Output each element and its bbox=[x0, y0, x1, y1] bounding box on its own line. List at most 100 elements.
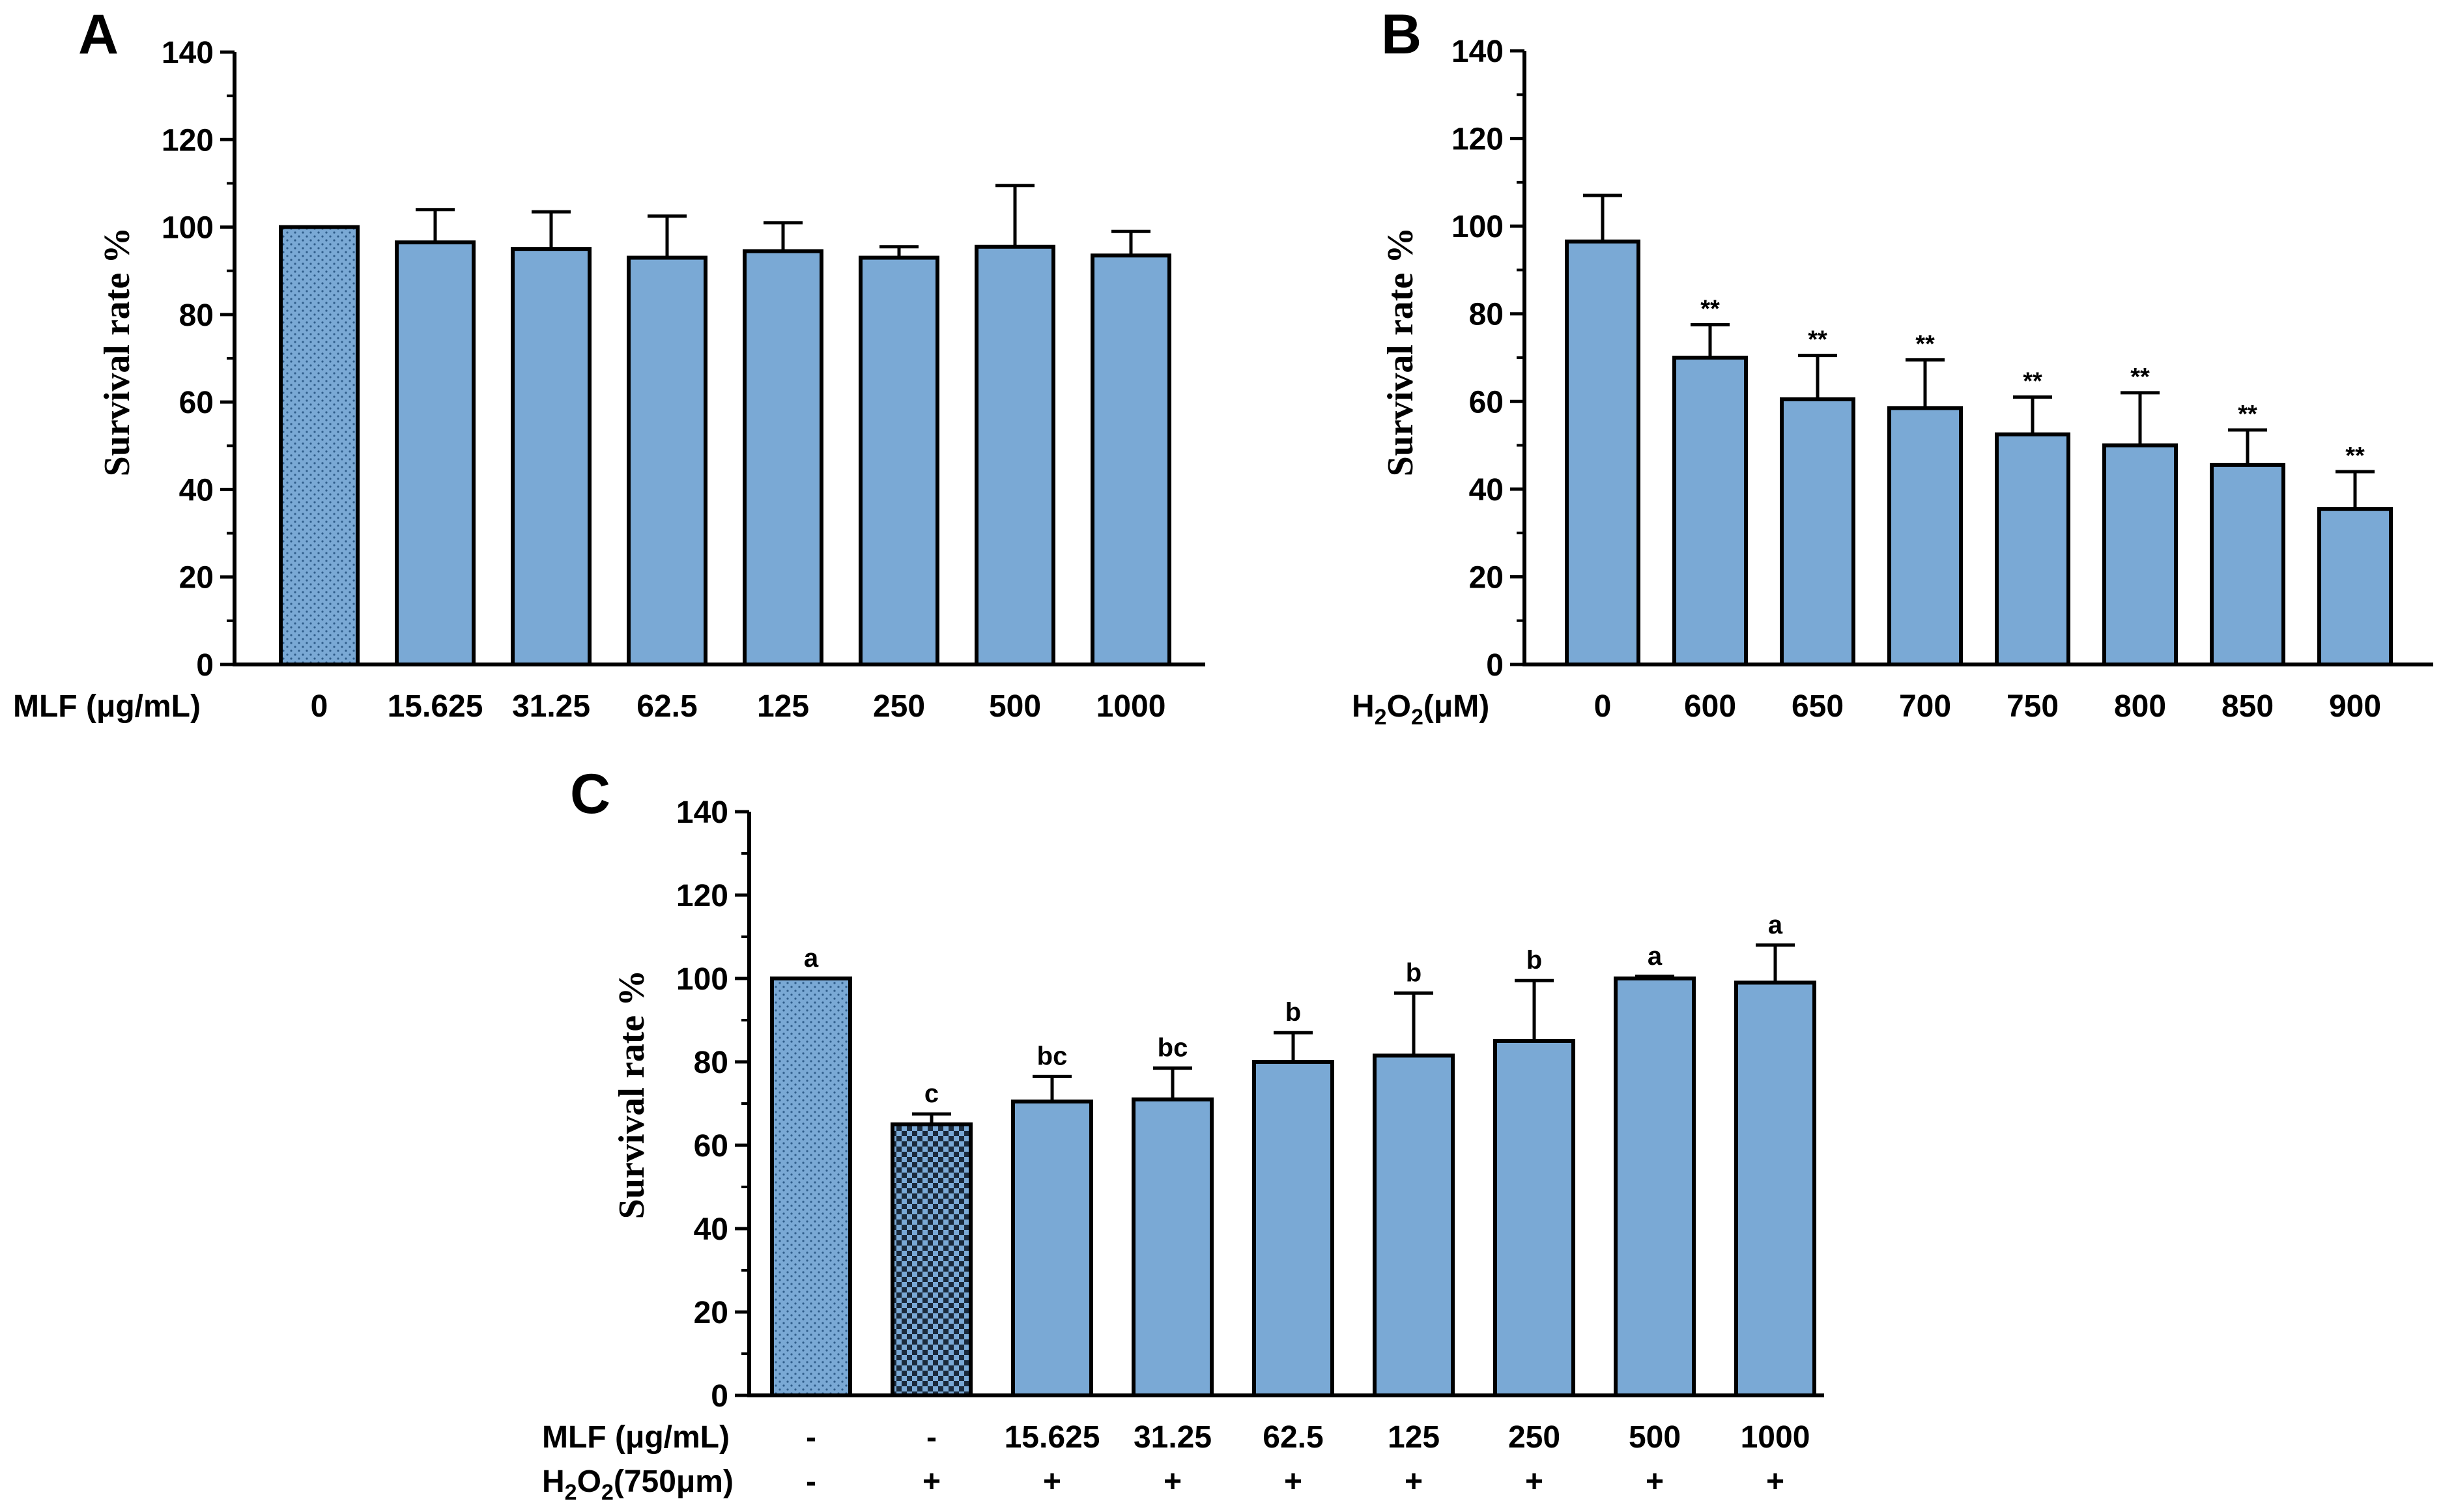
panel-b-bars: ** ** ** ** ** ** ** bbox=[1565, 193, 2393, 667]
panel-a-bar bbox=[859, 255, 939, 667]
panel-c-h2o2-label: + bbox=[1164, 1464, 1182, 1499]
panel-b-xtick-label: 900 bbox=[2329, 689, 2381, 724]
panel-b-bar-annotation: ** bbox=[2023, 368, 2042, 395]
panel-c-xtick-label: 125 bbox=[1388, 1420, 1440, 1455]
panel-c-xtick-label: 15.625 bbox=[1005, 1420, 1100, 1455]
panel-c-ytick-label: 100 bbox=[676, 962, 728, 997]
panel-letter-c: C bbox=[570, 763, 610, 825]
panel-c-xtick-label: 250 bbox=[1508, 1420, 1560, 1455]
panel-c-ytick-label: 80 bbox=[694, 1046, 728, 1080]
panel-b-axes: 0 20 40 60 80 100 120 140 0 600 650 700 750 800 850 900 bbox=[1451, 35, 2433, 724]
panel-b-bar-annotation: ** bbox=[2345, 442, 2365, 470]
panel-b-ytick-label: 40 bbox=[1469, 473, 1504, 507]
panel-c-h2o2-label: + bbox=[1525, 1464, 1543, 1499]
panel-c-ytick-label: 0 bbox=[711, 1379, 728, 1414]
panel-b-ytick-label: 120 bbox=[1451, 122, 1504, 157]
panel-c-bar bbox=[1252, 1060, 1334, 1397]
panel-c-bar bbox=[1011, 1099, 1093, 1398]
panel-c-bar-annotation: a bbox=[1768, 911, 1783, 939]
panel-letter-b: B bbox=[1381, 3, 1422, 66]
panel-letter-a: A bbox=[78, 3, 119, 66]
panel-c: C Survival rate % MLF (μg/mL) H2O2(750μm… bbox=[542, 763, 1824, 1505]
panel-b-bar bbox=[1565, 239, 1640, 666]
panel-a-bar bbox=[627, 255, 707, 667]
panel-a-ytick-label: 100 bbox=[162, 211, 214, 246]
panel-c-h2o2-label: + bbox=[1284, 1464, 1302, 1499]
panel-b-bar-annotation: ** bbox=[1808, 326, 1827, 354]
panel-a-ytick-label: 60 bbox=[179, 386, 214, 420]
panel-a-xtick-label: 1000 bbox=[1096, 689, 1166, 724]
panel-a-axes: 0 20 40 60 80 100 120 140 0 15.625 31.25 62.5 125 250… bbox=[162, 36, 1205, 724]
panel-b-ytick-label: 100 bbox=[1451, 210, 1504, 244]
panel-a-xtick-label: 15.625 bbox=[388, 689, 483, 724]
panel-c-bar-annotation: a bbox=[1648, 942, 1663, 971]
panel-b-xtick-label: 0 bbox=[1594, 689, 1612, 724]
panel-b-ytick-label: 80 bbox=[1469, 298, 1504, 332]
panel-a-bar bbox=[1091, 253, 1171, 666]
panel-c-ytick-label: 60 bbox=[694, 1129, 728, 1163]
panel-b-bar bbox=[1995, 432, 2070, 666]
panel-a-bar bbox=[511, 247, 592, 666]
panel-a-xlabel: MLF (μg/mL) bbox=[13, 689, 201, 724]
panel-c-xtick-label: 500 bbox=[1629, 1420, 1681, 1455]
panel-b-xlabel: H2O2(μM) bbox=[1352, 689, 1489, 730]
panel-c-h2o2-label: + bbox=[1043, 1464, 1061, 1499]
panel-a-ytick-label: 140 bbox=[162, 36, 214, 70]
panel-c-xtick-label: - bbox=[806, 1420, 816, 1455]
panel-c-bar-annotation: b bbox=[1406, 958, 1422, 987]
panel-b-bar-annotation: ** bbox=[1700, 296, 1720, 323]
panel-a-bar bbox=[395, 240, 476, 667]
panel-b: B Survival rate % H2O2(μM) 0 20 40 60 80 100 1… bbox=[1352, 3, 2433, 730]
panel-c-bar bbox=[891, 1122, 973, 1397]
panel-b-xtick-label: 850 bbox=[2222, 689, 2274, 724]
panel-c-bar bbox=[1734, 980, 1816, 1397]
panel-a-bar bbox=[279, 225, 360, 667]
panel-c-xtick-label: 62.5 bbox=[1263, 1420, 1323, 1455]
panel-b-ytick-label: 0 bbox=[1486, 648, 1504, 683]
panel-c-bar bbox=[1614, 977, 1696, 1397]
panel-b-xtick-label: 800 bbox=[2114, 689, 2166, 724]
panel-c-bar-annotation: bc bbox=[1158, 1034, 1188, 1063]
panel-a-ylabel: Survival rate % bbox=[97, 227, 137, 477]
panel-c-ytick-label: 20 bbox=[694, 1296, 728, 1330]
panel-c-h2o2-label: + bbox=[1766, 1464, 1784, 1499]
panel-c-bar-annotation: c bbox=[924, 1079, 939, 1108]
panel-a-ytick-label: 40 bbox=[179, 473, 214, 507]
panel-b-bar-annotation: ** bbox=[1915, 330, 1935, 358]
panel-b-ytick-label: 20 bbox=[1469, 560, 1504, 595]
panel-c-h2o2-label: + bbox=[922, 1464, 941, 1499]
panel-c-ytick-label: 140 bbox=[676, 795, 728, 830]
panel-c-bar-annotation: a bbox=[804, 944, 819, 973]
panel-b-bar-annotation: ** bbox=[2130, 364, 2150, 391]
panel-a-xtick-label: 250 bbox=[873, 689, 925, 724]
panel-c-h2o2-label: + bbox=[1405, 1464, 1423, 1499]
panel-a: A Survival rate % MLF (μg/mL) 0 20 40 60 80 1… bbox=[13, 3, 1205, 724]
panel-b-ytick-label: 140 bbox=[1451, 35, 1504, 69]
panel-a-xtick-label: 500 bbox=[989, 689, 1041, 724]
panel-c-bar-annotation: b bbox=[1526, 946, 1542, 975]
panel-a-ytick-label: 120 bbox=[162, 123, 214, 158]
panel-a-ytick-label: 80 bbox=[179, 298, 214, 333]
panel-a-xtick-label: 31.25 bbox=[512, 689, 590, 724]
panel-b-bar bbox=[2102, 443, 2178, 666]
panel-c-bar-annotation: bc bbox=[1037, 1042, 1068, 1070]
panel-a-bar bbox=[975, 244, 1055, 666]
panel-c-ylabel: Survival rate % bbox=[612, 970, 652, 1220]
panel-a-ytick-label: 0 bbox=[196, 648, 214, 683]
panel-b-bar bbox=[2210, 463, 2285, 666]
panel-c-xtick-label: 31.25 bbox=[1134, 1420, 1212, 1455]
panel-a-bars bbox=[279, 184, 1171, 667]
panel-c-bar bbox=[1132, 1097, 1214, 1397]
panel-b-ytick-label: 60 bbox=[1469, 385, 1504, 420]
panel-b-ylabel: Survival rate % bbox=[1380, 227, 1421, 477]
panel-a-ytick-label: 20 bbox=[179, 561, 214, 595]
panel-c-xtick-label: 1000 bbox=[1741, 1420, 1810, 1455]
panel-c-bar-annotation: b bbox=[1285, 998, 1301, 1027]
panel-b-bar bbox=[1887, 406, 1963, 667]
panel-b-xtick-label: 600 bbox=[1684, 689, 1736, 724]
panel-b-xtick-label: 650 bbox=[1792, 689, 1844, 724]
panel-b-bar bbox=[1780, 397, 1855, 667]
panel-c-bar bbox=[1373, 1053, 1455, 1397]
panel-c-row-label-mlf: MLF (μg/mL) bbox=[542, 1420, 730, 1455]
panel-c-bar bbox=[1493, 1039, 1575, 1397]
